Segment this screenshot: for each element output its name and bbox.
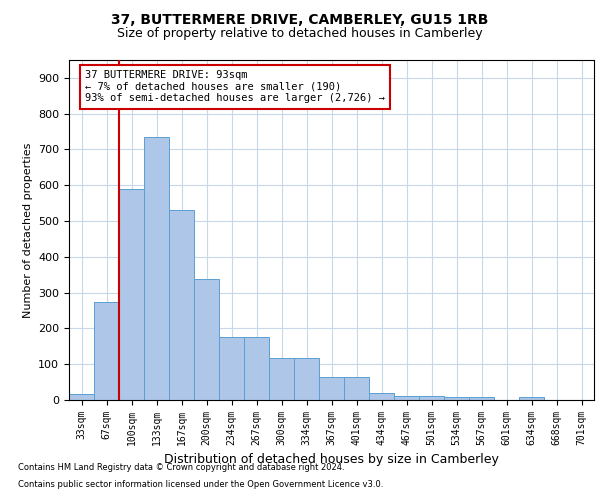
Bar [69, 394, 94, 400]
X-axis label: Distribution of detached houses by size in Camberley: Distribution of detached houses by size … [164, 454, 499, 466]
Text: Contains HM Land Registry data © Crown copyright and database right 2024.: Contains HM Land Registry data © Crown c… [18, 462, 344, 471]
Bar [394, 396, 419, 400]
Bar [119, 189, 144, 400]
Bar [419, 396, 444, 400]
Bar [269, 358, 294, 400]
Bar [444, 398, 469, 400]
Bar [169, 210, 194, 400]
Bar [319, 376, 344, 400]
Bar [244, 338, 269, 400]
Y-axis label: Number of detached properties: Number of detached properties [23, 142, 32, 318]
Bar [294, 358, 319, 400]
Text: 37, BUTTERMERE DRIVE, CAMBERLEY, GU15 1RB: 37, BUTTERMERE DRIVE, CAMBERLEY, GU15 1R… [112, 12, 488, 26]
Bar [369, 393, 394, 400]
Text: Contains public sector information licensed under the Open Government Licence v3: Contains public sector information licen… [18, 480, 383, 489]
Bar [94, 302, 119, 400]
Bar [469, 398, 494, 400]
Bar [344, 376, 369, 400]
Bar [219, 338, 244, 400]
Text: Size of property relative to detached houses in Camberley: Size of property relative to detached ho… [117, 28, 483, 40]
Text: 37 BUTTERMERE DRIVE: 93sqm
← 7% of detached houses are smaller (190)
93% of semi: 37 BUTTERMERE DRIVE: 93sqm ← 7% of detac… [85, 70, 385, 103]
Bar [194, 279, 219, 400]
Bar [519, 398, 544, 400]
Bar [144, 137, 169, 400]
